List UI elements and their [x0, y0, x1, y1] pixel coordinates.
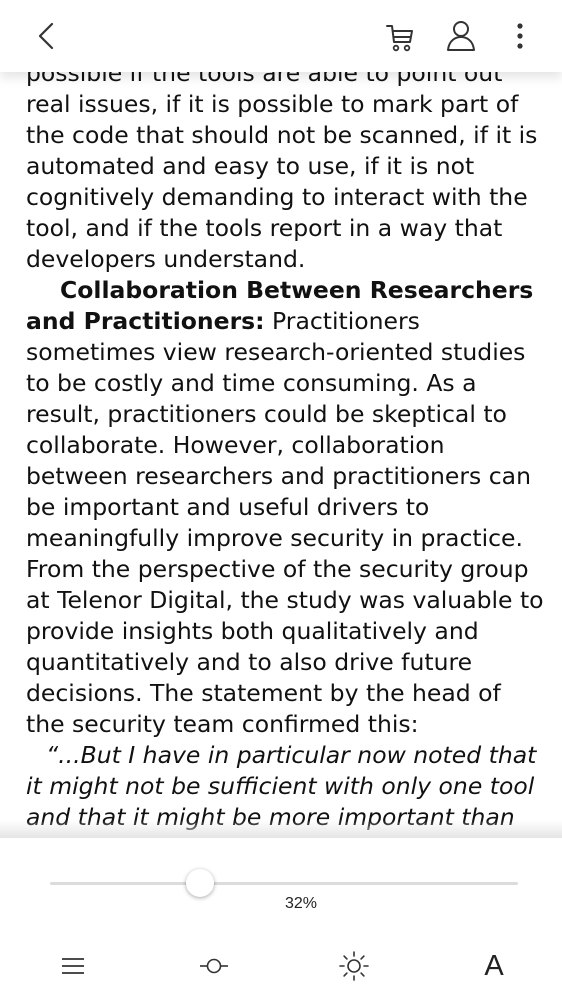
paragraph-text: Practitioners sometimes view research-or… [26, 307, 544, 738]
paragraph: Collaboration Between Researchers and Pr… [26, 275, 546, 740]
progress-slider-track[interactable] [50, 882, 518, 885]
progress-label: 32% [284, 895, 318, 912]
page-text: possible if the tools are able to point … [26, 72, 546, 836]
brightness-icon [339, 951, 369, 981]
contrast-button[interactable] [196, 948, 232, 984]
more-vertical-icon [517, 23, 523, 49]
table-of-contents-button[interactable] [56, 948, 92, 984]
more-options-button[interactable] [508, 20, 532, 52]
back-button[interactable] [28, 18, 64, 54]
font-settings-button[interactable]: A [484, 950, 504, 982]
cart-button[interactable] [384, 20, 416, 54]
progress-slider-thumb[interactable] [185, 869, 214, 897]
account-button[interactable] [444, 18, 478, 54]
reader-controls: 32% A [0, 838, 562, 994]
menu-icon [62, 958, 84, 974]
chevron-left-icon [38, 22, 54, 50]
brightness-button[interactable] [336, 948, 372, 984]
reading-pane[interactable]: possible if the tools are able to point … [0, 72, 562, 836]
shopping-cart-icon [386, 25, 413, 52]
page-edge-shadow [0, 820, 562, 840]
section-heading: Collaboration Between Researchers and Pr… [26, 276, 534, 335]
user-icon [447, 21, 475, 51]
contrast-icon [200, 958, 228, 974]
top-app-bar [0, 0, 562, 72]
paragraph: possible if the tools are able to point … [26, 72, 538, 273]
